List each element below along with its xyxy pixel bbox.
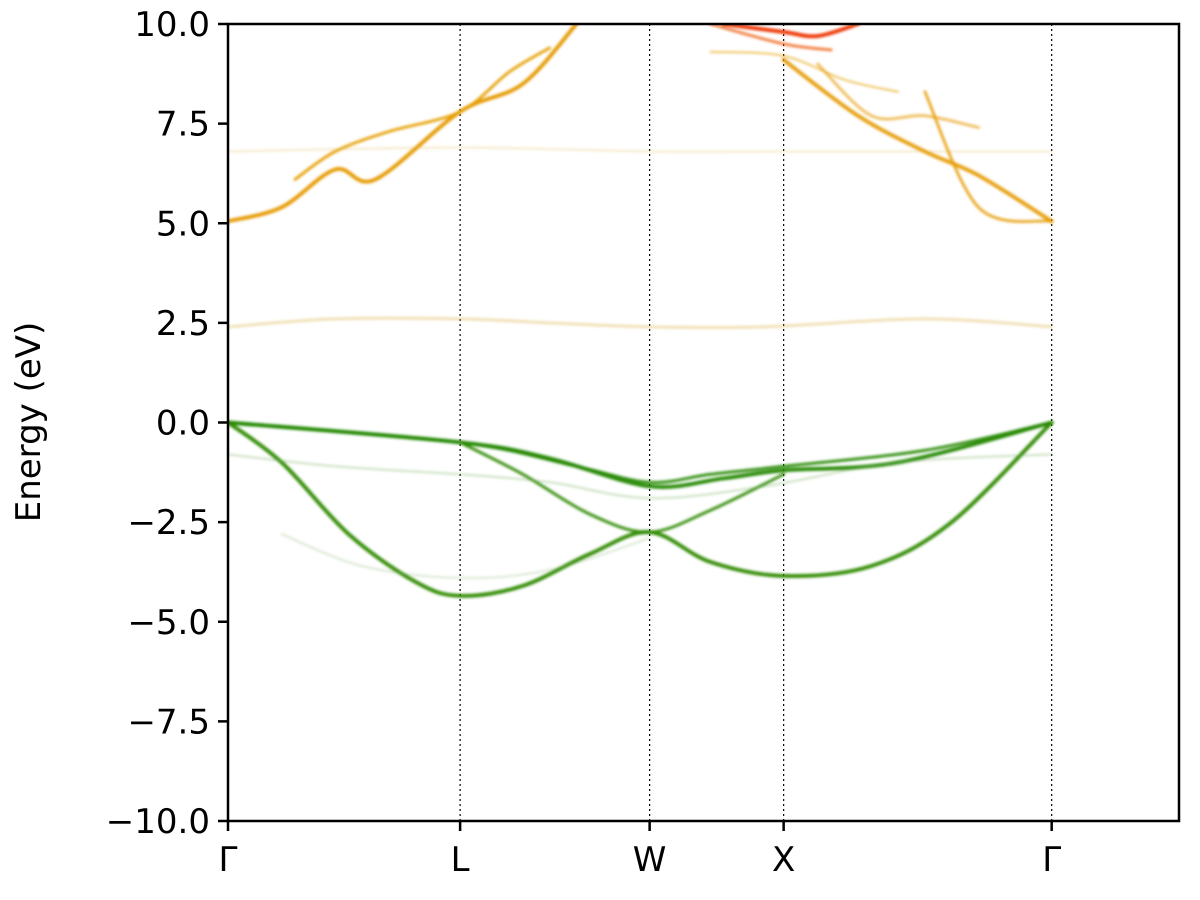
plot-frame [226,22,1181,823]
y-axis-ticks: 10.0 7.5 5.0 2.5 0.0 −2.5 −5.0 −7.5 −10.0 [106,5,228,842]
band-line-valence [228,453,1053,500]
band-line-conduction [781,57,1054,224]
y-tick-label: 0.0 [156,404,210,444]
band-line-conduction [293,46,552,181]
y-tick-label: 5.0 [156,204,210,244]
band-line-conduction [228,316,1054,330]
y-tick-label: −2.5 [127,503,210,543]
x-tick-label: Γ [219,840,238,880]
y-tick-label: −10.0 [106,802,210,842]
y-axis-label: Energy (eV) [9,322,49,523]
band-line-conduction [923,90,1054,224]
band-line-conduction-high [721,24,860,39]
band-line-conduction [228,24,579,224]
y-tick-label: 10.0 [134,5,210,45]
band-line-valence [228,421,1054,484]
band-line-conduction [228,146,1053,153]
band-series [228,24,1054,598]
y-tick-label: −5.0 [127,603,210,643]
y-tick-label: 2.5 [156,304,210,344]
x-tick-label: W [633,840,667,880]
y-tick-label: 7.5 [156,105,210,145]
band-line-valence [280,533,651,580]
band-line-valence [458,440,786,534]
band-line-conduction [709,50,900,93]
band-line-conduction-high [709,24,833,52]
kpoint-lines [459,24,1053,821]
band-line-valence [228,420,1054,598]
x-tick-label: X [772,840,795,880]
band-line-conduction [816,62,980,130]
x-tick-label: L [451,840,470,880]
y-tick-label: −7.5 [127,702,210,742]
x-tick-label: Γ [1042,840,1061,880]
